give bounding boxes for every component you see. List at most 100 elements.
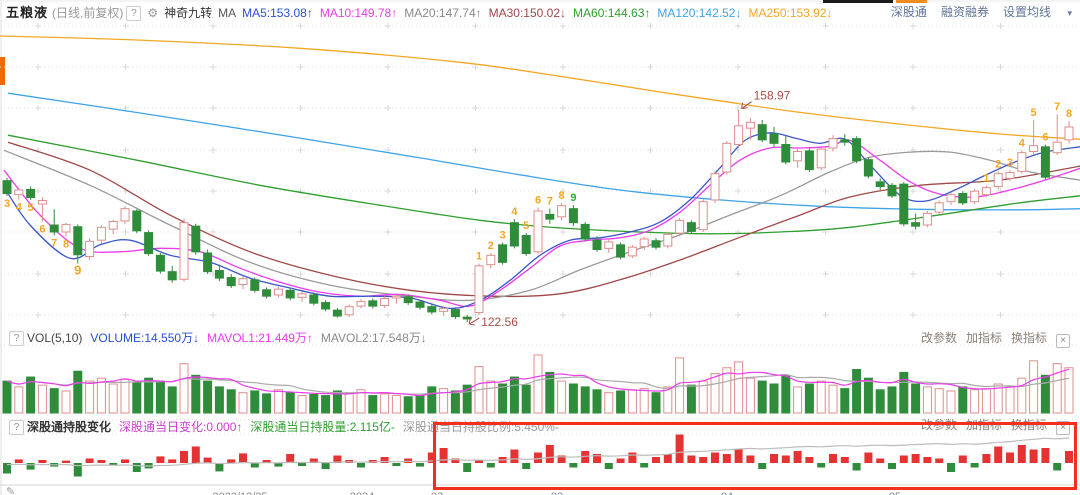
left-edge-marker bbox=[0, 57, 5, 85]
volume-bar bbox=[1029, 360, 1039, 414]
candle-body bbox=[462, 316, 472, 320]
grid-cross bbox=[210, 312, 216, 318]
hsgt-bar bbox=[935, 458, 944, 463]
indicator-nine-turn[interactable]: 神奇九转 bbox=[164, 6, 213, 20]
candle-body bbox=[285, 289, 295, 299]
candle-body bbox=[639, 238, 649, 248]
panel-button-加指标[interactable]: 加指标 bbox=[965, 418, 1002, 432]
hsgt-bar bbox=[758, 463, 767, 469]
volume-bar bbox=[722, 367, 732, 414]
grid-cross bbox=[560, 229, 566, 235]
candle-body bbox=[203, 252, 213, 273]
nine-turn-mark: 5 bbox=[1031, 107, 1037, 119]
hsgt-bar bbox=[1041, 448, 1050, 463]
volume-bar bbox=[85, 380, 95, 414]
volume-panel-buttons: 改参数 加指标 换指标 × bbox=[912, 331, 1070, 348]
candle-body bbox=[627, 246, 637, 257]
volume-bar bbox=[273, 389, 283, 414]
candle-body bbox=[238, 278, 248, 285]
close-icon[interactable]: × bbox=[1056, 334, 1070, 348]
panel-button-改参数[interactable]: 改参数 bbox=[920, 418, 957, 432]
candle-body bbox=[96, 226, 106, 241]
candle-body bbox=[899, 183, 909, 225]
grid-cross bbox=[822, 271, 829, 277]
candle-body bbox=[1040, 146, 1050, 178]
hsgt-bar bbox=[652, 457, 660, 463]
nine-turn-mark: 3 bbox=[500, 230, 506, 242]
hsgt-bar bbox=[616, 458, 625, 463]
candle-body bbox=[474, 265, 484, 313]
hsgt-bar bbox=[947, 463, 955, 472]
volume-bar bbox=[781, 374, 791, 414]
candle-body bbox=[981, 187, 991, 196]
volume-bar bbox=[922, 386, 932, 414]
header-link-1[interactable]: 深股通 bbox=[890, 5, 927, 19]
grid-cross bbox=[297, 229, 304, 235]
grid-cross bbox=[647, 271, 654, 277]
hsgt-bar bbox=[416, 463, 424, 467]
volume-bar bbox=[557, 380, 567, 414]
panel-button-加指标[interactable]: 加指标 bbox=[965, 331, 1002, 345]
volume-bar bbox=[344, 392, 354, 414]
hsgt-bar bbox=[663, 454, 672, 463]
gear-icon[interactable]: ⚙ bbox=[147, 6, 159, 20]
candle-body bbox=[934, 202, 944, 213]
candle-body bbox=[804, 150, 814, 171]
volume-bar bbox=[545, 371, 555, 414]
grid-cross bbox=[910, 188, 916, 194]
grid-cross bbox=[210, 64, 216, 70]
volume-bar bbox=[1040, 374, 1050, 414]
ma-value: MA10:149.78↑ bbox=[319, 6, 398, 20]
pencil-icon[interactable]: ✎ bbox=[6, 486, 16, 495]
panel-button-改参数[interactable]: 改参数 bbox=[920, 331, 957, 345]
volume-bar bbox=[911, 383, 921, 414]
panel-button-换指标[interactable]: 换指标 bbox=[1010, 331, 1047, 345]
help-icon[interactable]: ? bbox=[9, 331, 24, 346]
volume-bar bbox=[96, 377, 106, 414]
help-icon[interactable]: ? bbox=[126, 6, 142, 21]
hsgt-bar bbox=[439, 448, 448, 463]
volume-bar bbox=[580, 386, 590, 414]
header-link-2[interactable]: 融资融券 bbox=[940, 5, 989, 19]
volume-bar bbox=[26, 376, 36, 414]
hsgt-bar bbox=[746, 455, 755, 463]
header-link-3[interactable]: 设置均线 ▾ bbox=[1002, 5, 1072, 19]
candle-body bbox=[887, 184, 897, 197]
grid-cross bbox=[997, 229, 1004, 235]
hsgt-bar bbox=[26, 463, 35, 470]
grid-cross bbox=[210, 188, 216, 194]
candle-body bbox=[37, 200, 47, 205]
volume-bar bbox=[686, 384, 696, 414]
candle-body bbox=[568, 208, 578, 224]
panel-button-换指标[interactable]: 换指标 bbox=[1010, 418, 1047, 432]
volume-bar bbox=[380, 393, 390, 414]
hsgt-bar bbox=[109, 463, 118, 466]
grid-cross bbox=[472, 229, 479, 235]
volume-bar bbox=[1052, 363, 1062, 414]
stock-name: 五粮液 bbox=[6, 5, 49, 20]
hsgt-bar bbox=[3, 463, 11, 474]
volume-bar bbox=[356, 389, 366, 414]
volume-bar bbox=[262, 393, 272, 414]
volume-bar bbox=[769, 383, 779, 414]
candle-body bbox=[380, 298, 390, 306]
candle-body bbox=[273, 288, 283, 296]
volume-bar bbox=[804, 383, 814, 414]
candle-body bbox=[2, 180, 12, 195]
candle-body bbox=[49, 224, 59, 233]
volume-bar bbox=[285, 392, 295, 414]
hsgt-bar bbox=[545, 445, 554, 463]
high-callout-arrow bbox=[741, 101, 752, 110]
help-icon[interactable]: ? bbox=[9, 420, 24, 435]
volume-bar bbox=[993, 383, 1003, 414]
candle-body bbox=[970, 190, 980, 203]
date-axis-label: 2024 bbox=[350, 491, 374, 495]
hsgt-bar bbox=[734, 449, 743, 463]
candle-body bbox=[1029, 145, 1039, 152]
hsgt-header-item: 深股通当日持股量:2.115亿- bbox=[250, 420, 395, 434]
candle-body bbox=[85, 240, 95, 257]
candle-body bbox=[214, 270, 224, 279]
volume-bar bbox=[108, 383, 118, 414]
volume-bar bbox=[309, 393, 319, 414]
candle-body bbox=[179, 222, 189, 280]
